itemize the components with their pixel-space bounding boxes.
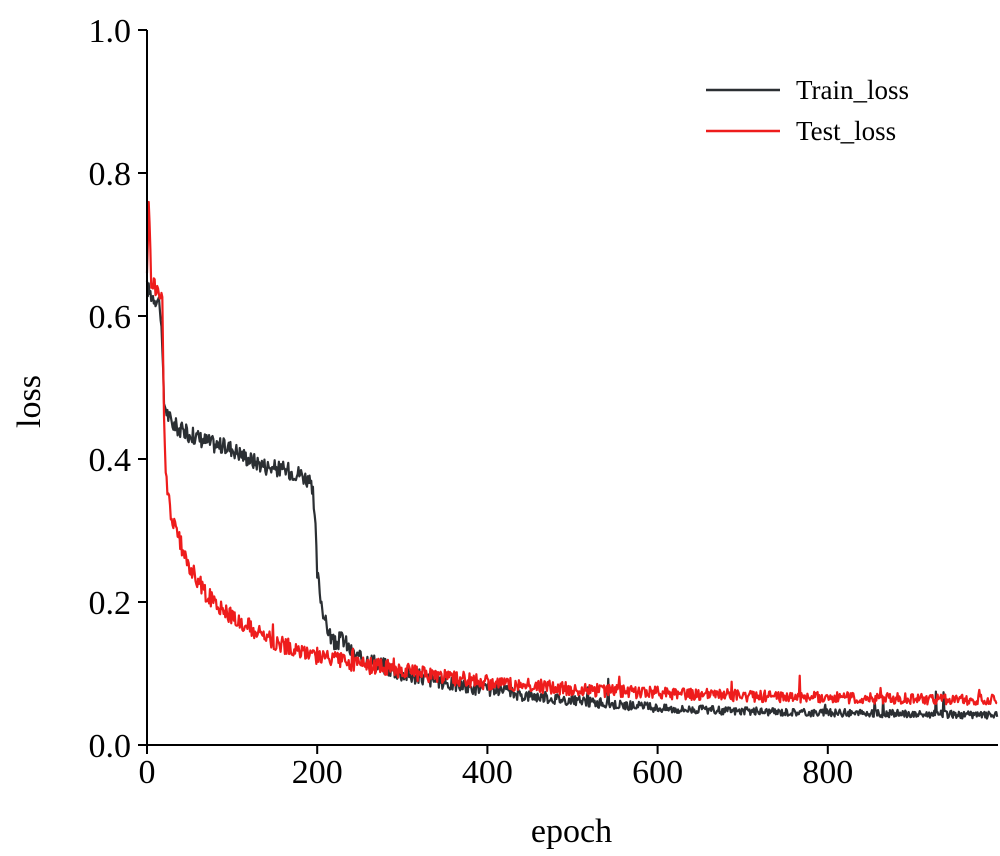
legend: Train_loss Test_loss	[706, 75, 909, 146]
legend-label: Test_loss	[796, 116, 896, 146]
legend-label: Train_loss	[796, 75, 909, 105]
x-tick-label: 0	[139, 754, 156, 791]
series-line-test-loss	[145, 200, 998, 706]
y-tick-label: 0.8	[89, 156, 132, 193]
y-tick-label: 0.2	[89, 585, 132, 622]
axes	[146, 30, 998, 746]
y-ticks: 0.0 0.2 0.4 0.6 0.8 1.0	[89, 13, 147, 765]
y-tick-label: 0.4	[89, 442, 132, 479]
y-tick-label: 1.0	[89, 13, 132, 50]
x-ticks: 0 200 400 600 800	[139, 745, 853, 791]
x-tick-label: 200	[292, 754, 343, 791]
x-tick-label: 800	[802, 754, 853, 791]
y-tick-label: 0.0	[89, 728, 132, 765]
x-tick-label: 400	[462, 754, 513, 791]
x-axis-title: epoch	[531, 813, 612, 850]
y-axis-title: loss	[11, 375, 48, 428]
x-tick-label: 600	[632, 754, 683, 791]
plot-lines	[145, 200, 999, 720]
series-line-train-loss	[145, 280, 999, 720]
y-tick-label: 0.6	[89, 299, 132, 336]
